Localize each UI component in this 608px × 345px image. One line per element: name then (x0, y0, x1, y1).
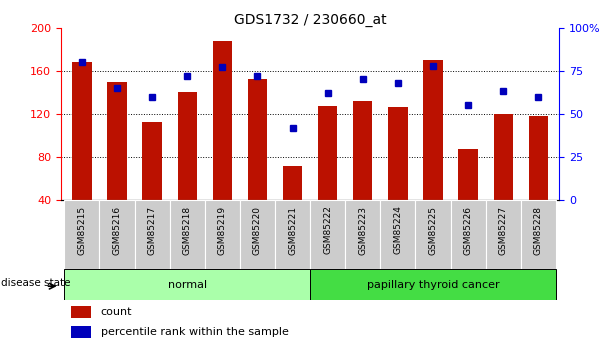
Text: GSM85225: GSM85225 (429, 206, 438, 255)
Title: GDS1732 / 230660_at: GDS1732 / 230660_at (233, 12, 387, 27)
Bar (71, 326, 91, 338)
Bar (100, 200, 134, 269)
Text: papillary thyroid cancer: papillary thyroid cancer (367, 280, 499, 289)
Bar (240, 200, 275, 269)
Bar (108, 81, 126, 200)
Text: GSM85223: GSM85223 (358, 206, 367, 255)
Bar (64, 200, 100, 269)
Bar (72, 62, 92, 200)
Bar (345, 200, 380, 269)
Bar (388, 107, 407, 200)
Bar (205, 200, 240, 269)
Bar (458, 149, 478, 200)
Text: GSM85215: GSM85215 (77, 206, 86, 255)
Text: GSM85222: GSM85222 (323, 206, 332, 255)
Bar (318, 106, 337, 200)
Text: GSM85220: GSM85220 (253, 206, 262, 255)
Bar (142, 122, 162, 200)
Text: normal: normal (168, 280, 207, 289)
Text: GSM85228: GSM85228 (534, 206, 543, 255)
Bar (415, 200, 451, 269)
Bar (528, 116, 548, 200)
Bar (494, 114, 513, 200)
Text: GSM85224: GSM85224 (393, 206, 402, 255)
Bar (353, 101, 372, 200)
Text: GSM85227: GSM85227 (499, 206, 508, 255)
Text: disease state: disease state (1, 278, 71, 288)
Bar (64, 269, 310, 300)
Text: GSM85217: GSM85217 (148, 206, 157, 255)
Bar (310, 200, 345, 269)
Bar (310, 269, 556, 300)
Bar (213, 41, 232, 200)
Bar (380, 200, 415, 269)
Bar (451, 200, 486, 269)
Text: GSM85216: GSM85216 (112, 206, 122, 255)
Bar (247, 79, 267, 200)
Bar (134, 200, 170, 269)
Text: percentile rank within the sample: percentile rank within the sample (101, 327, 289, 337)
Bar (423, 60, 443, 200)
Bar (71, 306, 91, 318)
Bar (486, 200, 520, 269)
Bar (178, 92, 197, 200)
Bar (283, 166, 302, 200)
Bar (520, 200, 556, 269)
Bar (275, 200, 310, 269)
Text: count: count (101, 307, 132, 317)
Text: GSM85219: GSM85219 (218, 206, 227, 255)
Text: GSM85218: GSM85218 (182, 206, 192, 255)
Text: GSM85221: GSM85221 (288, 206, 297, 255)
Bar (170, 200, 205, 269)
Text: GSM85226: GSM85226 (463, 206, 472, 255)
